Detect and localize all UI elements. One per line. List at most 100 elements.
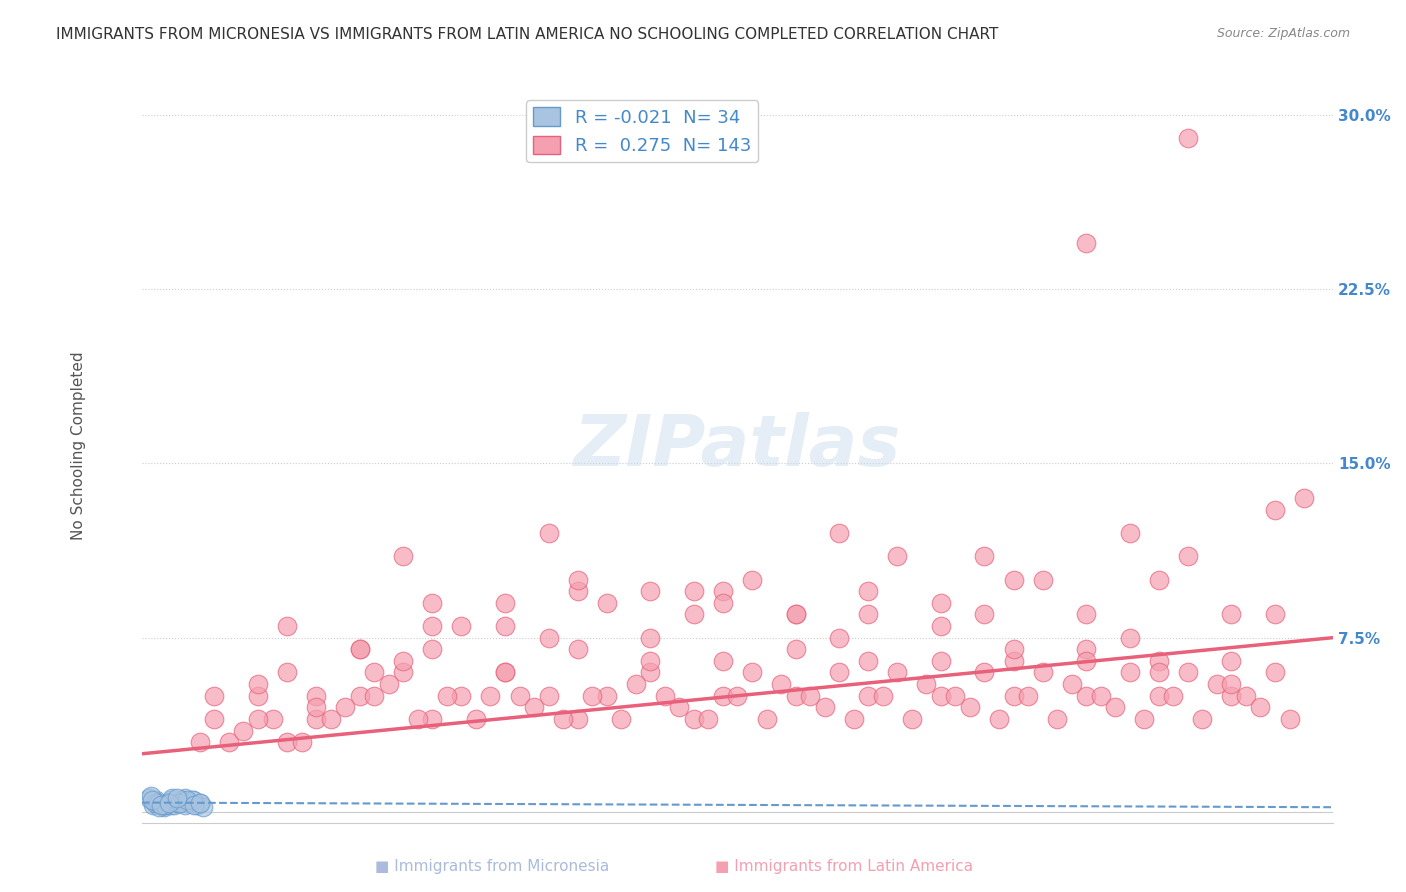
Immigrants from Latin America (291, 735, 314, 749)
Immigrants from Latin America (640, 654, 662, 668)
Immigrants from Micronesia (143, 796, 166, 810)
Immigrants from Latin America (422, 596, 444, 610)
Immigrants from Micronesia (181, 793, 204, 807)
Immigrants from Latin America (988, 712, 1011, 726)
Immigrants from Micronesia (183, 797, 205, 812)
Immigrants from Micronesia (174, 797, 197, 812)
Immigrants from Latin America (1076, 654, 1098, 668)
Immigrants from Latin America (785, 642, 807, 657)
Immigrants from Latin America (828, 665, 851, 680)
Immigrants from Latin America (392, 654, 415, 668)
Immigrants from Latin America (1119, 665, 1142, 680)
Immigrants from Latin America (523, 700, 546, 714)
Immigrants from Latin America (828, 526, 851, 541)
Text: Source: ZipAtlas.com: Source: ZipAtlas.com (1216, 27, 1350, 40)
Immigrants from Latin America (727, 689, 749, 703)
Immigrants from Latin America (915, 677, 938, 691)
Immigrants from Latin America (785, 689, 807, 703)
Immigrants from Latin America (1234, 689, 1257, 703)
Immigrants from Latin America (509, 689, 531, 703)
Immigrants from Latin America (494, 665, 516, 680)
Y-axis label: No Schooling Completed: No Schooling Completed (72, 351, 86, 541)
Immigrants from Latin America (1220, 607, 1243, 622)
Immigrants from Latin America (1147, 654, 1170, 668)
Immigrants from Micronesia (142, 797, 165, 812)
Immigrants from Latin America (711, 584, 734, 599)
Immigrants from Latin America (1147, 665, 1170, 680)
Immigrants from Latin America (711, 689, 734, 703)
Text: ■ Immigrants from Latin America: ■ Immigrants from Latin America (714, 859, 973, 874)
Immigrants from Latin America (1076, 607, 1098, 622)
Immigrants from Latin America (741, 665, 763, 680)
Immigrants from Latin America (610, 712, 633, 726)
Immigrants from Latin America (392, 665, 415, 680)
Immigrants from Micronesia (152, 800, 174, 814)
Legend: R = -0.021  N= 34, R =  0.275  N= 143: R = -0.021 N= 34, R = 0.275 N= 143 (526, 100, 758, 162)
Immigrants from Latin America (683, 584, 706, 599)
Immigrants from Latin America (640, 665, 662, 680)
Immigrants from Latin America (683, 712, 706, 726)
Immigrants from Latin America (553, 712, 575, 726)
Immigrants from Latin America (1002, 654, 1025, 668)
Immigrants from Latin America (1147, 573, 1170, 587)
Immigrants from Micronesia (146, 796, 169, 810)
Immigrants from Latin America (929, 689, 952, 703)
Immigrants from Latin America (378, 677, 401, 691)
Immigrants from Latin America (262, 712, 284, 726)
Immigrants from Latin America (567, 642, 589, 657)
Immigrants from Latin America (479, 689, 502, 703)
Immigrants from Latin America (624, 677, 647, 691)
Immigrants from Latin America (683, 607, 706, 622)
Immigrants from Latin America (537, 526, 560, 541)
Immigrants from Latin America (1133, 712, 1156, 726)
Immigrants from Latin America (973, 607, 995, 622)
Immigrants from Micronesia (162, 791, 184, 805)
Immigrants from Latin America (537, 689, 560, 703)
Immigrants from Latin America (711, 654, 734, 668)
Immigrants from Latin America (1250, 700, 1272, 714)
Immigrants from Latin America (959, 700, 981, 714)
Immigrants from Micronesia (166, 791, 188, 805)
Immigrants from Latin America (973, 665, 995, 680)
Text: ZIPatlas: ZIPatlas (574, 411, 901, 481)
Immigrants from Latin America (1119, 526, 1142, 541)
Immigrants from Micronesia (149, 797, 172, 812)
Immigrants from Latin America (1177, 549, 1199, 564)
Immigrants from Latin America (858, 654, 880, 668)
Immigrants from Latin America (886, 549, 908, 564)
Immigrants from Latin America (858, 689, 880, 703)
Immigrants from Micronesia (167, 796, 190, 810)
Immigrants from Latin America (276, 735, 298, 749)
Immigrants from Latin America (929, 596, 952, 610)
Immigrants from Latin America (711, 596, 734, 610)
Immigrants from Latin America (858, 584, 880, 599)
Immigrants from Latin America (799, 689, 821, 703)
Immigrants from Latin America (349, 642, 371, 657)
Immigrants from Latin America (1090, 689, 1112, 703)
Immigrants from Micronesia (160, 797, 183, 812)
Immigrants from Latin America (1220, 654, 1243, 668)
Immigrants from Latin America (1002, 573, 1025, 587)
Immigrants from Latin America (276, 665, 298, 680)
Immigrants from Micronesia (153, 797, 176, 812)
Immigrants from Latin America (349, 689, 371, 703)
Immigrants from Latin America (1220, 677, 1243, 691)
Immigrants from Latin America (422, 712, 444, 726)
Immigrants from Latin America (1294, 491, 1316, 506)
Immigrants from Micronesia (188, 796, 211, 810)
Immigrants from Latin America (494, 596, 516, 610)
Immigrants from Latin America (305, 689, 328, 703)
Immigrants from Latin America (814, 700, 837, 714)
Immigrants from Micronesia (145, 793, 167, 807)
Immigrants from Latin America (640, 631, 662, 645)
Immigrants from Latin America (1264, 607, 1286, 622)
Immigrants from Micronesia (139, 789, 162, 803)
Immigrants from Latin America (886, 665, 908, 680)
Immigrants from Latin America (1002, 642, 1025, 657)
Immigrants from Latin America (1177, 131, 1199, 145)
Immigrants from Latin America (247, 689, 270, 703)
Immigrants from Latin America (828, 631, 851, 645)
Immigrants from Latin America (1365, 491, 1388, 506)
Immigrants from Micronesia (148, 800, 170, 814)
Immigrants from Latin America (247, 712, 270, 726)
